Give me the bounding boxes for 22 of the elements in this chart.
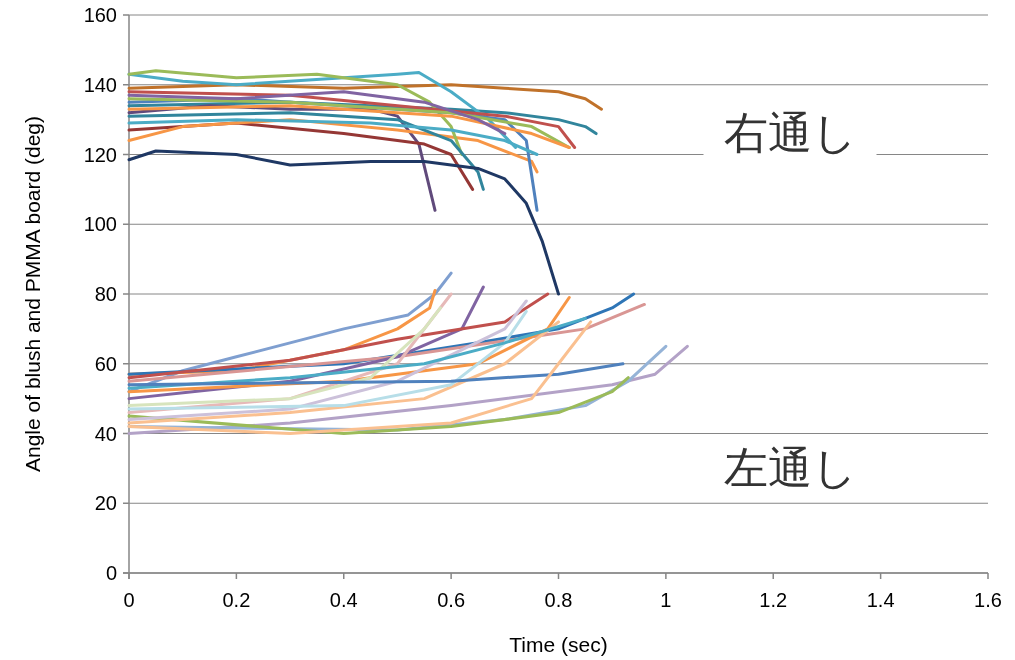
y-tick-label: 100 bbox=[83, 213, 117, 236]
y-tick-label: 60 bbox=[94, 352, 117, 375]
x-tick-label: 0.6 bbox=[437, 589, 466, 611]
x-tick-label: 1.6 bbox=[974, 589, 1002, 611]
y-tick-label: 40 bbox=[94, 422, 117, 445]
x-tick-label: 1.4 bbox=[866, 589, 895, 611]
y-axis-title: Angle of blush and PMMA board (deg) bbox=[21, 115, 44, 473]
y-tick-label: 160 bbox=[83, 4, 117, 26]
x-tick-label: 0.8 bbox=[544, 589, 573, 611]
annotation: 左通し bbox=[723, 442, 857, 493]
y-tick-label: 140 bbox=[83, 73, 117, 96]
x-tick-label: 0.2 bbox=[222, 589, 251, 611]
y-tick-label: 120 bbox=[83, 143, 117, 166]
x-tick-label: 1 bbox=[660, 589, 672, 611]
annotation: 右通し bbox=[723, 107, 857, 158]
x-tick-label: 0 bbox=[123, 589, 135, 611]
y-tick-label: 0 bbox=[105, 562, 117, 584]
y-tick-label: 20 bbox=[94, 492, 117, 515]
x-tick-label: 0.4 bbox=[329, 589, 358, 611]
x-tick-label: 1.2 bbox=[759, 589, 788, 611]
x-axis-title: Time (sec) bbox=[509, 633, 608, 656]
y-tick-label: 80 bbox=[94, 283, 117, 305]
